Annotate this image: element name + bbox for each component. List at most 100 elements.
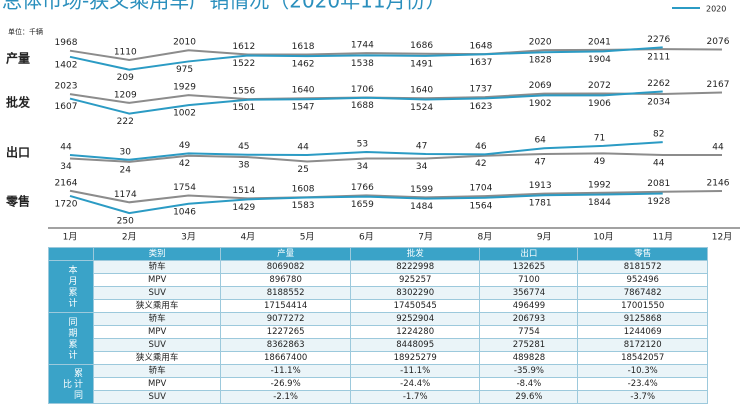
value-label: 1640 [410,86,433,96]
table-row: MPV 1227265 1224280 7754 1244069 [49,325,708,339]
value-label: 42 [475,159,486,169]
header-cell: 类别 [92,247,222,261]
table-cell: 轿车 [92,260,222,274]
table-cell: 925257 [349,273,481,287]
table-cell: 7100 [479,273,579,287]
table-cell: 132625 [479,260,579,274]
row-label: 产量 [6,51,30,66]
value-label: 1046 [173,207,196,217]
table-cell: 9125868 [577,312,708,326]
value-label: 1607 [55,102,78,112]
value-label: 2023 [55,82,78,92]
value-label: 2146 [707,178,730,188]
value-label: 1556 [232,87,255,97]
value-label: 42 [179,159,190,169]
value-label: 30 [120,147,132,157]
value-label: 1608 [292,185,315,195]
value-label: 2167 [707,80,730,90]
table-cell: 8362863 [220,338,351,352]
table-cell: -1.7% [349,390,481,404]
value-label: 1174 [114,190,137,200]
table-cell: -8.4% [479,377,579,391]
table-cell: 8188552 [220,286,351,300]
value-label: 2262 [647,79,670,89]
value-label: 2069 [529,81,552,91]
header-cell [48,247,94,261]
table-row: SUV 8362863 8448095 275281 8172120 [49,338,708,352]
table-cell: SUV [92,338,222,352]
value-label: 250 [117,217,134,227]
value-label: 222 [117,117,134,127]
value-label: 38 [238,161,250,171]
value-label: 1744 [351,41,374,51]
table-cell: 18925279 [349,351,481,365]
chart: 总体市场-狭义乘用车产销情况（2020年11月份） 单位：千辆 2020 1月 2… [2,0,740,243]
table-cell: 17154414 [220,299,351,313]
value-label: 2010 [173,38,196,48]
table-cell: MPV [92,377,222,391]
value-label: 1706 [351,85,374,95]
series-line [69,90,663,115]
value-label: 1524 [410,103,433,113]
value-label: 1637 [469,58,492,68]
table-cell: 8222998 [349,260,481,274]
value-label: 1781 [529,199,552,209]
x-tick-label: 3月 [181,232,196,243]
value-label: 45 [238,142,249,152]
table-cell: 18667400 [220,351,351,365]
table-cell: 8172120 [577,338,708,352]
value-label: 1002 [173,109,196,119]
table-cell: 狭义乘用车 [92,299,222,313]
value-label: 2111 [647,53,670,63]
value-label: 1902 [529,99,552,109]
value-label: 1688 [351,101,374,111]
value-label: 24 [120,165,132,175]
table-cell: 1227265 [220,325,351,339]
value-label: 1648 [469,42,492,52]
value-label: 82 [653,130,664,140]
table-cell: -11.1% [220,364,351,378]
table-cell: 206793 [479,312,579,326]
table-cell: 489828 [479,351,579,365]
value-label: 1462 [292,60,315,70]
value-label: 1737 [469,85,492,95]
value-label: 1514 [232,186,255,196]
table-cell: MPV [92,325,222,339]
x-tick-label: 5月 [300,232,315,243]
value-label: 1583 [292,201,315,211]
value-label: 209 [117,73,134,83]
table-row: 狭义乘用车 18667400 18925279 489828 18542057 [49,351,708,365]
table-cell: SUV [92,286,222,300]
x-tick-label: 12月 [712,232,732,243]
value-label: 1720 [55,199,78,209]
value-label: 44 [653,159,665,169]
value-label: 53 [357,139,368,149]
table-row: 同期累计 轿车 9077272 9252904 206793 9125868 [48,312,708,365]
value-label: 1538 [351,59,374,69]
value-label: 1968 [55,38,78,48]
table-cell: -23.4% [577,377,708,391]
row-label: 批发 [6,95,31,110]
value-label: 1906 [588,99,611,109]
series-line [69,46,663,71]
value-label: 1402 [55,60,78,70]
value-label: 44 [297,143,309,153]
value-label: 1209 [114,90,137,100]
table-cell: 8069082 [220,260,351,274]
title: 总体市场-狭义乘用车产销情况（2020年11月份） [2,0,446,13]
value-label: 1623 [469,102,492,112]
value-label: 1564 [469,201,492,211]
series-line [69,152,722,163]
table-cell: -35.9% [479,364,579,378]
value-label: 1640 [292,86,315,96]
value-label: 1992 [588,180,611,190]
value-label: 1913 [529,181,552,191]
row-label: 零售 [5,194,30,209]
table-cell: 狭义乘用车 [92,351,222,365]
value-label: 2164 [55,178,78,188]
group-label: 本月累计 [48,260,94,313]
value-label: 47 [416,142,427,152]
value-label: 44 [712,143,724,153]
table-cell: 496499 [479,299,579,313]
